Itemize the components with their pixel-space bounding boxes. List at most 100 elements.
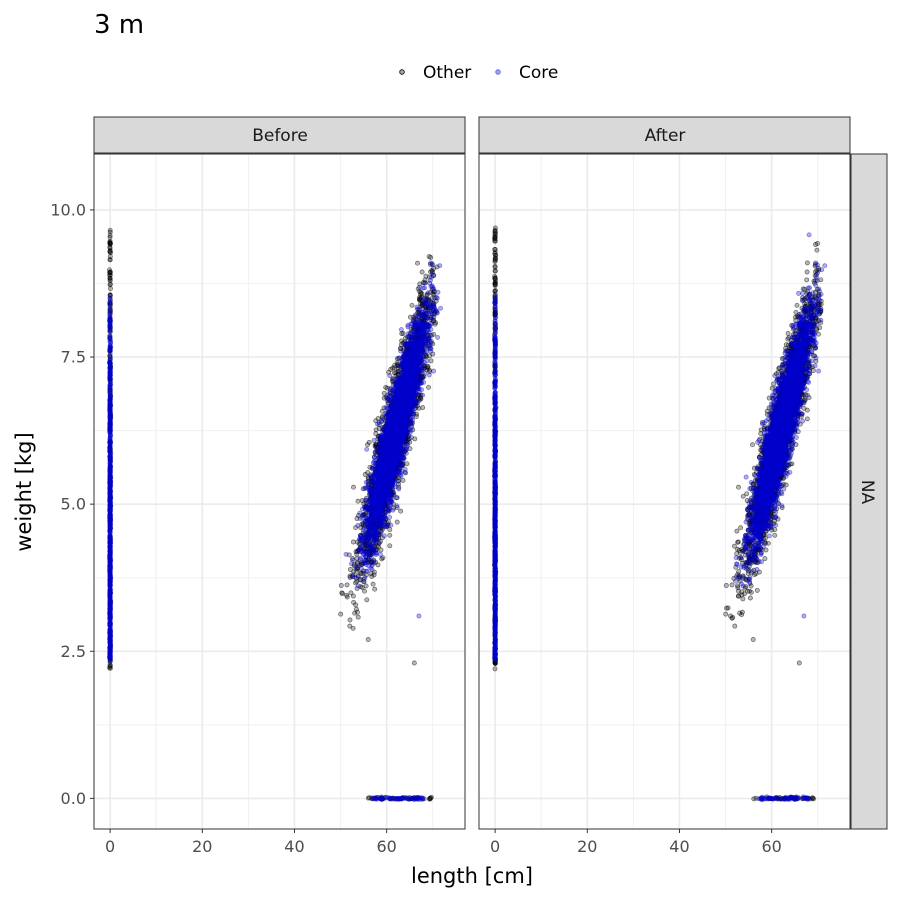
point-core xyxy=(107,296,113,301)
point-core xyxy=(394,495,400,501)
point-core xyxy=(426,372,432,378)
point-core xyxy=(107,498,113,504)
point-other xyxy=(370,581,376,587)
point-other xyxy=(107,234,113,240)
strip-before xyxy=(93,116,466,154)
point-other xyxy=(107,278,113,284)
point-other xyxy=(372,586,378,592)
point-other xyxy=(350,539,356,545)
point-core xyxy=(107,318,113,324)
point-core xyxy=(366,563,372,569)
point-other xyxy=(364,597,370,603)
point-core xyxy=(108,620,113,626)
point-core xyxy=(107,534,113,540)
point-core xyxy=(107,325,113,331)
legend-key-core xyxy=(495,69,501,75)
point-core xyxy=(107,457,113,463)
point-core xyxy=(107,420,113,426)
point-other xyxy=(365,442,370,448)
point-core xyxy=(108,503,113,509)
point-other xyxy=(375,562,381,568)
point-core xyxy=(438,305,444,311)
point-core xyxy=(107,590,113,596)
point-core xyxy=(435,334,441,340)
point-core xyxy=(107,599,113,605)
strip-label-before: Before xyxy=(252,126,308,146)
point-other xyxy=(400,477,406,483)
point-other xyxy=(350,593,356,599)
point-core xyxy=(395,478,401,484)
point-other xyxy=(338,611,344,617)
point-other xyxy=(411,660,417,666)
point-core xyxy=(107,381,113,387)
point-other xyxy=(404,461,410,467)
point-core xyxy=(383,404,389,410)
point-other xyxy=(107,267,112,273)
point-core xyxy=(107,344,113,350)
point-core xyxy=(107,369,113,375)
point-core xyxy=(107,616,113,622)
point-core xyxy=(107,645,113,651)
point-other xyxy=(363,583,369,589)
point-core xyxy=(107,546,113,552)
point-other xyxy=(340,591,345,597)
point-other xyxy=(433,320,439,326)
point-core xyxy=(107,425,113,431)
point-other xyxy=(107,227,113,233)
point-other xyxy=(108,286,113,292)
point-core xyxy=(108,575,113,581)
point-other xyxy=(387,527,393,533)
point-core xyxy=(107,479,113,485)
point-core xyxy=(398,327,404,333)
point-core xyxy=(357,555,363,561)
point-core xyxy=(422,280,428,286)
point-other xyxy=(419,269,425,275)
point-core xyxy=(107,571,113,577)
legend-key-other xyxy=(399,69,405,75)
point-other xyxy=(362,588,367,594)
point-core xyxy=(107,485,113,491)
point-core xyxy=(107,594,113,600)
point-other xyxy=(387,532,393,538)
point-other xyxy=(378,547,384,553)
point-other xyxy=(352,610,358,616)
point-core xyxy=(107,405,113,411)
point-core xyxy=(107,466,113,472)
point-other xyxy=(347,623,353,629)
point-other xyxy=(398,508,404,514)
point-other xyxy=(428,358,434,364)
point-other xyxy=(108,240,113,246)
point-other xyxy=(107,534,113,540)
legend-label-core: Core xyxy=(519,63,558,83)
point-core xyxy=(107,651,113,657)
point-core xyxy=(107,361,113,367)
point-core xyxy=(107,640,113,646)
point-other xyxy=(387,543,393,549)
point-core xyxy=(107,528,113,533)
point-other xyxy=(344,594,350,600)
point-other xyxy=(379,556,385,562)
point-core xyxy=(107,492,113,498)
point-other xyxy=(353,602,359,608)
point-other xyxy=(419,291,425,297)
point-other xyxy=(107,272,113,278)
point-other xyxy=(338,583,344,588)
points-before xyxy=(107,227,444,803)
point-other xyxy=(355,614,361,620)
point-core xyxy=(107,314,113,320)
point-core xyxy=(107,628,113,634)
point-other xyxy=(368,571,374,577)
point-core xyxy=(107,449,113,455)
legend-label-other: Other xyxy=(423,63,471,83)
point-core xyxy=(107,473,113,479)
point-other xyxy=(409,302,415,308)
point-other xyxy=(415,260,420,266)
point-other xyxy=(107,257,113,263)
point-core xyxy=(108,519,114,525)
panel-background-before xyxy=(94,154,465,829)
point-other xyxy=(355,498,361,504)
point-other xyxy=(107,665,113,671)
point-core xyxy=(434,295,440,301)
panel-before: Before xyxy=(93,116,466,830)
